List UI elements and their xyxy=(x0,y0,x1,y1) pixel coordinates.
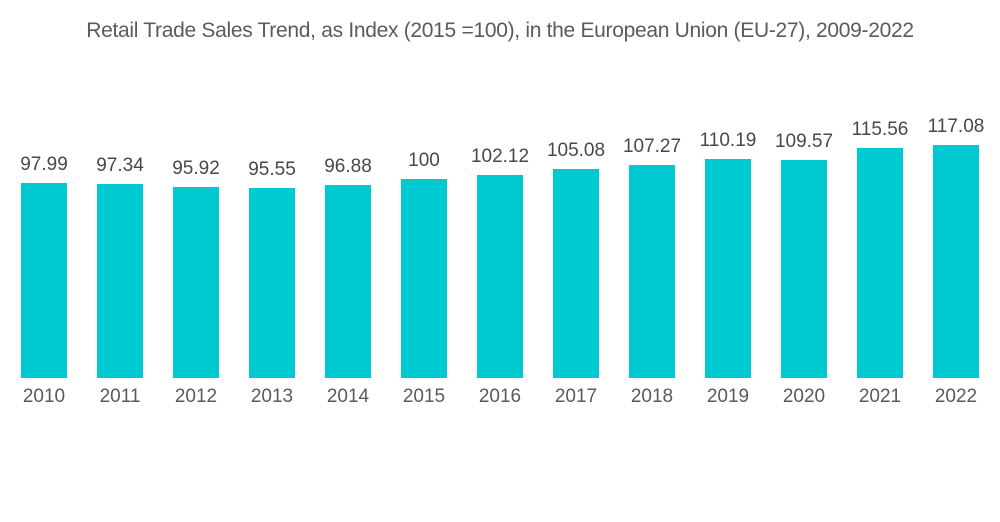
bar-column-2017: 105.08 2017 xyxy=(538,140,614,408)
bar-2011 xyxy=(97,184,143,378)
x-axis-label: 2011 xyxy=(99,386,141,407)
bar-value-label: 97.34 xyxy=(96,155,144,176)
bar-column-2013: 95.55 2013 xyxy=(234,159,310,408)
bar-value-label: 117.08 xyxy=(927,116,985,137)
bar-2016 xyxy=(477,175,523,378)
bar-value-label: 96.88 xyxy=(324,156,372,177)
bar-value-label: 109.57 xyxy=(774,131,834,152)
bar-2022 xyxy=(933,145,979,378)
x-axis-label: 2010 xyxy=(22,386,66,407)
x-axis-label: 2020 xyxy=(782,386,826,407)
bar-value-label: 95.92 xyxy=(172,158,220,179)
bar-column-2014: 96.88 2014 xyxy=(310,156,386,408)
bar-value-label: 115.56 xyxy=(851,119,909,140)
bar-column-2021: 115.56 2021 xyxy=(842,119,918,408)
bar-2018 xyxy=(629,165,675,378)
bar-value-label: 102.12 xyxy=(470,146,530,167)
bar-2015 xyxy=(401,179,447,378)
bar-column-2012: 95.92 2012 xyxy=(158,158,234,408)
x-axis-label: 2012 xyxy=(174,386,218,407)
x-axis-label: 2016 xyxy=(478,386,522,407)
bar-value-label: 105.08 xyxy=(546,140,606,161)
bar-column-2010: 97.99 2010 xyxy=(6,154,82,408)
x-axis-label: 2021 xyxy=(858,386,902,407)
x-axis-label: 2014 xyxy=(326,386,370,407)
x-axis-label: 2019 xyxy=(706,386,750,407)
bar-column-2015: 100 2015 xyxy=(386,150,462,408)
bar-2021 xyxy=(857,148,903,378)
bar-column-2018: 107.27 2018 xyxy=(614,136,690,408)
x-axis-label: 2017 xyxy=(554,386,598,407)
bar-value-label: 107.27 xyxy=(622,136,682,157)
bar-2014 xyxy=(325,185,371,378)
chart-title: Retail Trade Sales Trend, as Index (2015… xyxy=(86,19,914,42)
bar-2017 xyxy=(553,169,599,378)
bar-column-2016: 102.12 2016 xyxy=(462,146,538,408)
x-axis-label: 2015 xyxy=(402,386,446,407)
bar-value-label: 110.19 xyxy=(699,130,757,151)
x-axis-label: 2022 xyxy=(934,386,978,407)
bar-2010 xyxy=(21,183,67,378)
bar-2012 xyxy=(173,187,219,378)
bar-value-label: 97.99 xyxy=(20,154,68,175)
x-axis-label: 2018 xyxy=(630,386,674,407)
bar-2013 xyxy=(249,188,295,378)
x-axis-label: 2013 xyxy=(250,386,294,407)
bar-value-label: 95.55 xyxy=(248,159,296,180)
bar-value-label: 100 xyxy=(408,150,440,171)
chart-page: { "page": { "background": "#ffffff" }, "… xyxy=(0,18,1000,522)
bar-column-2020: 109.57 2020 xyxy=(766,131,842,408)
bar-chart: 97.99 2010 97.34 2011 95.92 2012 95.55 2013 96.8… xyxy=(6,78,994,408)
bar-column-2019: 110.19 2019 xyxy=(690,130,766,408)
bar-column-2011: 97.34 2011 xyxy=(82,155,158,408)
bar-2020 xyxy=(781,160,827,378)
bar-2019 xyxy=(705,159,751,378)
bar-column-2022: 117.08 2022 xyxy=(918,116,994,408)
